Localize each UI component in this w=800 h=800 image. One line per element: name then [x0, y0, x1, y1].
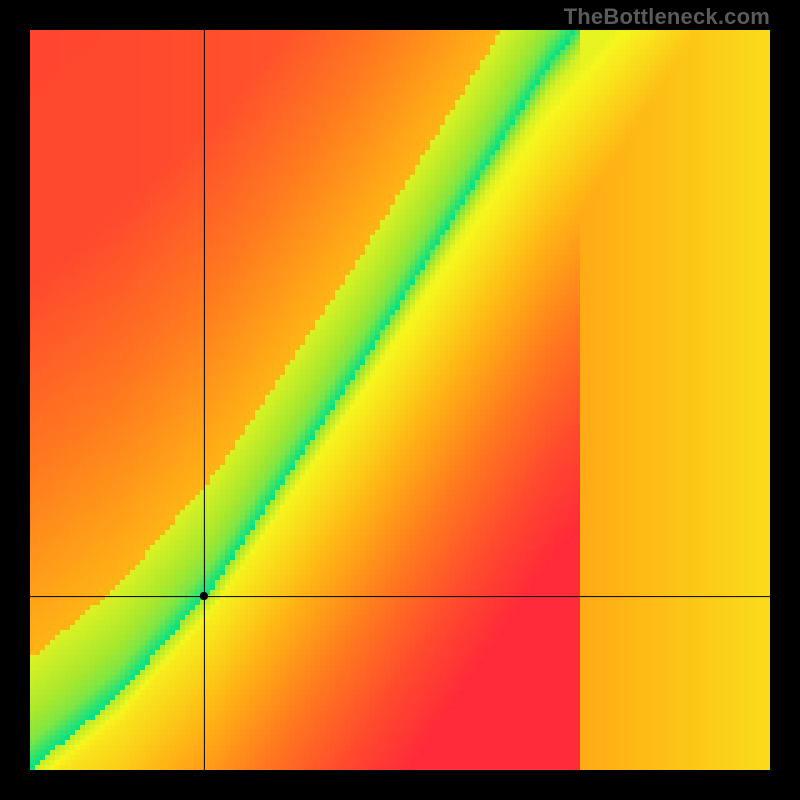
chart-frame: TheBottleneck.com — [0, 0, 800, 800]
watermark-text: TheBottleneck.com — [564, 4, 770, 30]
bottleneck-heatmap — [30, 30, 770, 770]
